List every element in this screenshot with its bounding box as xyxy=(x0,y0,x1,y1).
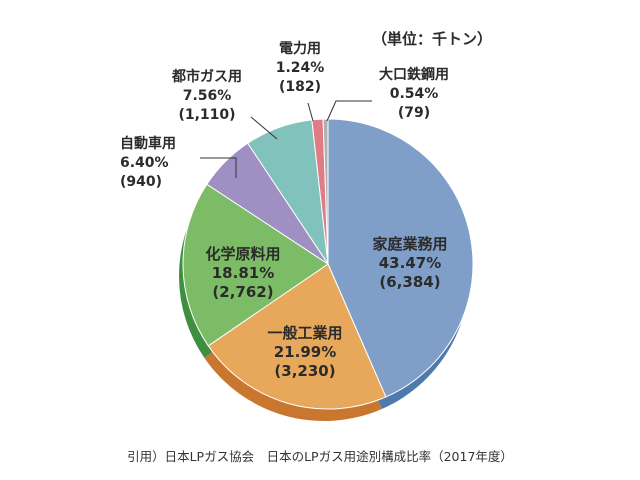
slice-labels-group: 家庭業務用 43.47% (6,384) 一般工業用 21.99% (3,230) 化学原料… xyxy=(120,40,449,380)
slice-name-0: 家庭業務用 xyxy=(372,235,447,253)
slice-label-0: 家庭業務用 43.47% (6,384) xyxy=(372,235,447,291)
slice-name-1: 一般工業用 xyxy=(267,324,342,342)
slice-name-4: 都市ガス用 xyxy=(171,68,242,85)
pie-slices-group xyxy=(182,118,474,410)
slice-name-3: 自動車用 xyxy=(120,135,176,152)
slice-percent-2: 18.81% xyxy=(212,264,274,282)
leader-line-3 xyxy=(200,157,237,178)
slice-value-5: (182) xyxy=(279,79,321,95)
leader-line-6 xyxy=(326,100,372,122)
slice-label-6: 大口鉄鋼用 0.54% (79) xyxy=(379,66,449,121)
pie-slice-0 xyxy=(327,118,474,398)
slice-percent-4: 7.56% xyxy=(183,88,232,104)
slice-value-6: (79) xyxy=(398,105,430,121)
unit-label: （単位：千トン） xyxy=(372,30,492,48)
pie-slice-2 xyxy=(182,183,329,347)
source-caption: 引用）日本LPガス協会 日本のLPガス用途別構成比率（2017年度） xyxy=(127,449,513,464)
slice-name-5: 電力用 xyxy=(279,40,321,57)
slice-value-2: (2,762) xyxy=(212,283,273,301)
slice-percent-1: 21.99% xyxy=(274,343,336,361)
leader-line-5 xyxy=(307,102,314,122)
slice-label-5: 電力用 1.24% (182) xyxy=(276,40,325,95)
leader-lines-group xyxy=(200,100,372,178)
slice-name-2: 化学原料用 xyxy=(205,245,280,263)
slice-percent-5: 1.24% xyxy=(276,60,325,76)
leader-line-4 xyxy=(250,116,278,140)
slice-value-1: (3,230) xyxy=(274,362,335,380)
slice-percent-3: 6.40% xyxy=(120,155,169,171)
slice-value-0: (6,384) xyxy=(379,273,440,291)
slice-label-4: 都市ガス用 7.56% (1,110) xyxy=(171,68,242,123)
slice-value-3: (940) xyxy=(120,174,162,190)
slice-label-2: 化学原料用 18.81% (2,762) xyxy=(205,245,280,301)
pie-slice-1 xyxy=(207,263,387,410)
slice-percent-0: 43.47% xyxy=(379,254,441,272)
slice-percent-6: 0.54% xyxy=(390,86,439,102)
slice-label-1: 一般工業用 21.99% (3,230) xyxy=(267,324,342,380)
slice-value-4: (1,110) xyxy=(178,107,235,123)
slice-label-3: 自動車用 6.40% (940) xyxy=(120,135,176,190)
slice-name-6: 大口鉄鋼用 xyxy=(379,66,449,83)
